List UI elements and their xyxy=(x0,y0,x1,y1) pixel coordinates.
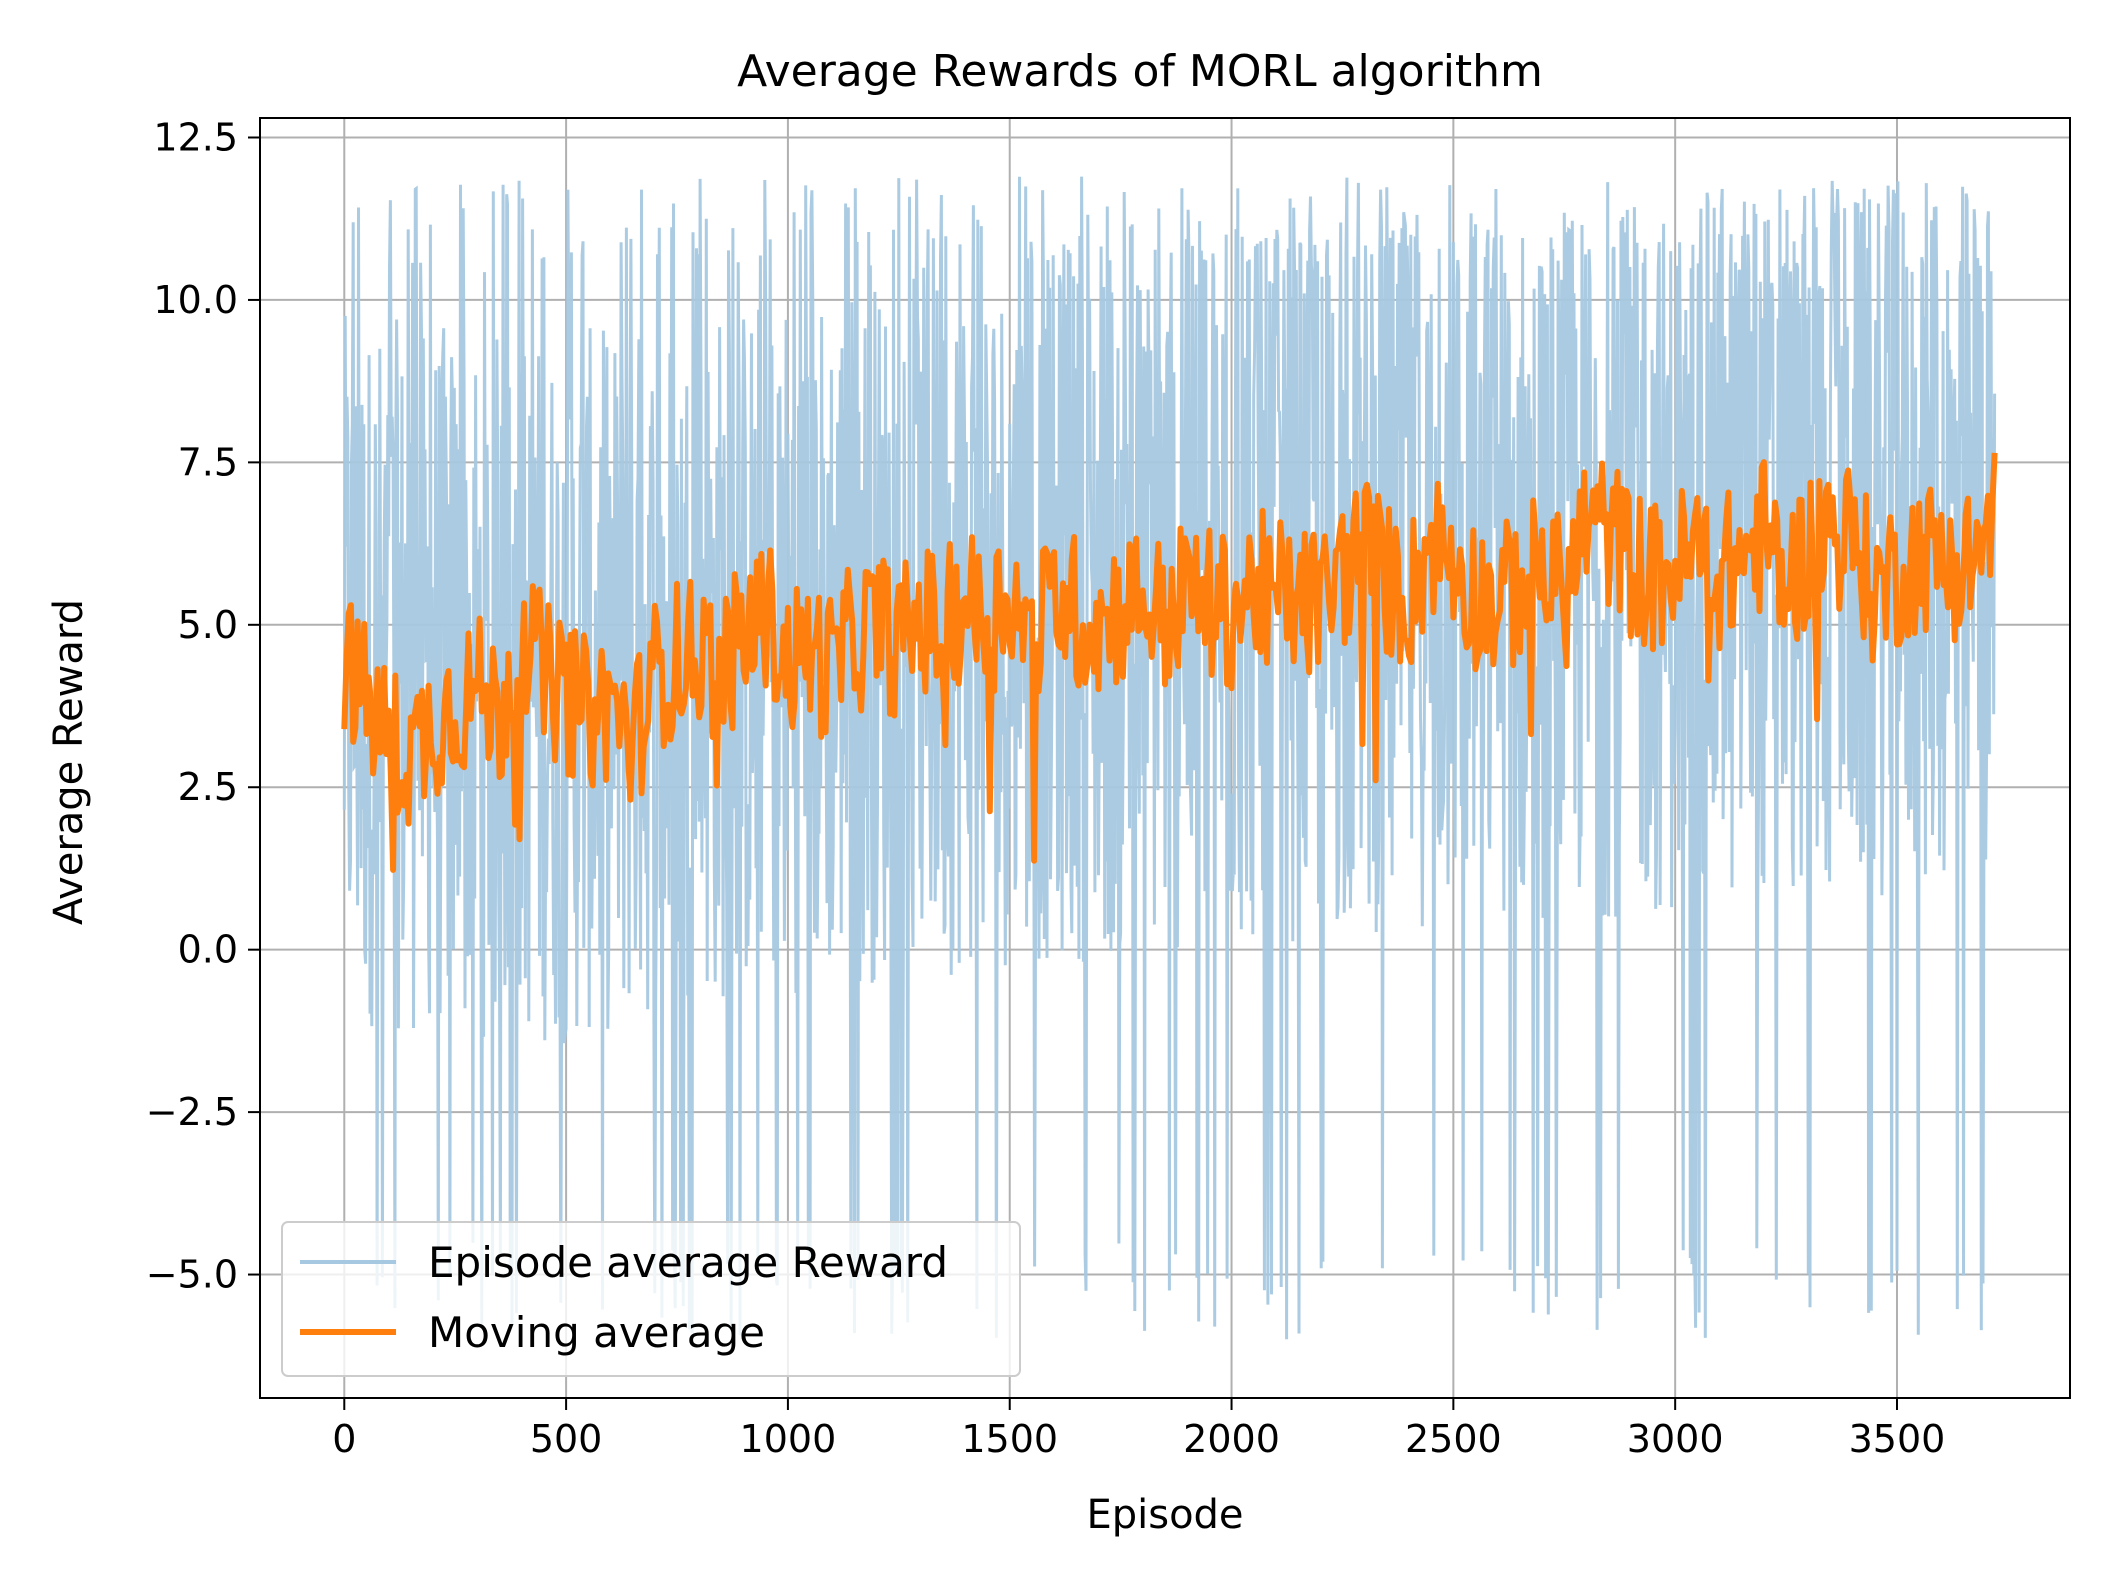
y-tick-label: 0.0 xyxy=(178,928,238,972)
legend-label-moving-average: Moving average xyxy=(428,1308,765,1357)
plot-frame xyxy=(259,117,2071,1399)
chart-title: Average Rewards of MORL algorithm xyxy=(737,46,1543,97)
y-tick-label: 2.5 xyxy=(178,765,238,809)
y-tick-label: 12.5 xyxy=(153,115,238,159)
legend-label-episode-reward: Episode average Reward xyxy=(428,1238,948,1287)
legend-box xyxy=(281,1221,1021,1377)
x-tick-label: 3500 xyxy=(1849,1417,1946,1461)
x-tick-label: 2000 xyxy=(1183,1417,1280,1461)
x-tick-label: 1500 xyxy=(961,1417,1058,1461)
y-tick-label: 5.0 xyxy=(178,603,238,647)
y-axis-label: Average Reward xyxy=(46,599,92,925)
series-moving-average xyxy=(341,452,1998,873)
y-tick-label: −2.5 xyxy=(146,1090,238,1134)
x-tick-label: 1000 xyxy=(740,1417,837,1461)
y-tick-label: −5.0 xyxy=(146,1253,238,1297)
legend: Episode average Reward Moving average xyxy=(281,1221,1021,1377)
y-axis-ticks: −5.0 −2.5 0.0 2.5 5.0 7.5 10.0 12.5 xyxy=(146,115,260,1297)
moving-average-line xyxy=(341,452,1998,873)
y-tick-label: 7.5 xyxy=(178,440,238,484)
x-tick-label: 2500 xyxy=(1405,1417,1502,1461)
x-axis-label: Episode xyxy=(1086,1492,1243,1538)
x-tick-label: 0 xyxy=(332,1417,356,1461)
x-tick-label: 500 xyxy=(530,1417,603,1461)
episode-reward-line xyxy=(342,176,1997,1340)
x-axis-ticks: 0 500 1000 1500 2000 2500 3000 3500 xyxy=(332,1398,1945,1461)
series-episode-average-reward xyxy=(342,176,1997,1340)
x-tick-label: 3000 xyxy=(1627,1417,1724,1461)
y-tick-label: 10.0 xyxy=(153,278,238,322)
